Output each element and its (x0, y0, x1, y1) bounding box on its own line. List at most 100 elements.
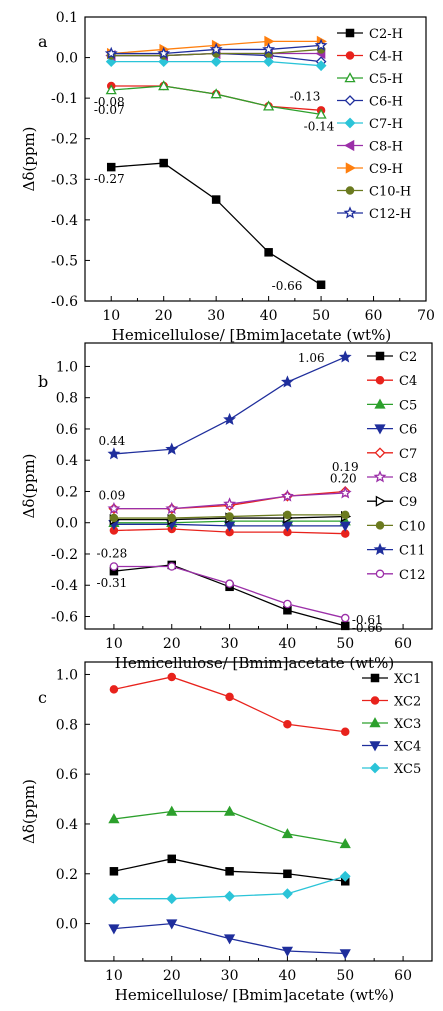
x-tick-label: 60 (365, 308, 383, 324)
legend-entry: XC5 (362, 762, 421, 777)
x-tick-label: 20 (163, 636, 181, 652)
legend-marker (345, 186, 355, 195)
legend-entry: C4 (367, 374, 417, 389)
data-point (281, 828, 294, 839)
x-axis-label: Hemicellulose/ [Bmim]acetate (wt%) (112, 326, 391, 344)
legend-label: C2 (399, 350, 417, 365)
data-point (210, 88, 222, 99)
legend-entry: C6-H (337, 95, 403, 110)
data-point (166, 805, 178, 816)
data-point (315, 60, 327, 72)
x-tick-label: 10 (105, 636, 123, 652)
data-point (264, 35, 275, 47)
y-tick-label: 0.2 (56, 484, 78, 500)
legend-entry: C11 (367, 542, 426, 559)
data-point (339, 870, 351, 882)
data-point (225, 692, 234, 702)
data-point (224, 890, 236, 902)
data-point (315, 108, 327, 119)
legend-label: C12-H (369, 207, 411, 222)
data-point (263, 100, 275, 111)
legend-label: C9 (399, 495, 417, 510)
data-label: 0.09 (99, 489, 126, 503)
data-point (263, 56, 275, 68)
data-point (157, 46, 171, 59)
y-tick-label: -0.4 (51, 213, 78, 229)
legend-marker (374, 398, 386, 409)
x-axis-label: Hemicellulose/ [Bmim]acetate (wt%) (115, 986, 394, 1004)
data-label: -0.28 (97, 546, 128, 560)
data-point (340, 621, 350, 631)
legend-label: XC3 (394, 717, 421, 732)
data-label: -0.31 (97, 576, 128, 590)
x-tick-label: 60 (394, 968, 412, 984)
data-point (339, 838, 351, 849)
data-point (109, 562, 119, 571)
y-tick-label: 0.2 (56, 867, 78, 883)
y-tick-label: -0.5 (51, 253, 78, 269)
panel-label: b (38, 372, 48, 391)
series-line (113, 356, 346, 455)
data-point (283, 599, 292, 609)
legend-entry: C6 (367, 423, 417, 438)
legend-label: C8 (399, 471, 417, 486)
x-tick-label: 40 (260, 308, 278, 324)
data-point (158, 80, 170, 91)
series-C8 (107, 486, 352, 515)
data-point (262, 42, 276, 55)
legend-marker (370, 696, 380, 705)
data-label: 1.06 (298, 351, 325, 365)
y-tick-label: 0.4 (56, 453, 78, 469)
x-tick-label: 50 (312, 308, 330, 324)
legend-label: C8-H (369, 140, 403, 155)
plot-frame (84, 16, 427, 302)
y-tick-label: 0.6 (56, 767, 78, 783)
y-tick-label: -0.6 (51, 294, 78, 310)
series-line (113, 564, 346, 627)
data-point (223, 412, 236, 426)
legend-entry: C10-H (337, 185, 411, 200)
y-tick-label: -0.2 (51, 132, 78, 148)
legend-marker (373, 470, 387, 483)
legend-marker (375, 569, 385, 579)
data-point (281, 375, 294, 388)
x-tick-label: 10 (105, 968, 123, 984)
x-tick-label: 50 (336, 968, 354, 984)
x-tick-label: 60 (394, 636, 412, 652)
series-XC3 (108, 805, 351, 849)
legend-marker (343, 206, 357, 219)
panel-label: a (38, 32, 48, 51)
legend-entry: XC3 (362, 717, 421, 732)
y-axis-label: Δδ(ppm) (20, 779, 38, 844)
legend-marker (370, 673, 380, 683)
x-tick-label: 70 (417, 308, 435, 324)
y-tick-label: 0.0 (56, 917, 78, 933)
series-XC4 (108, 919, 351, 960)
legend-entry: XC2 (362, 695, 421, 710)
series-XC2 (109, 672, 350, 737)
data-point (281, 888, 293, 900)
data-label: -0.14 (304, 119, 335, 133)
y-tick-label: -0.6 (51, 609, 78, 625)
data-point (264, 248, 273, 257)
y-tick-label: -0.1 (51, 91, 78, 107)
data-point (165, 501, 179, 515)
legend-entry: C8 (367, 470, 417, 486)
panel-a: 10 20 30 40 50 60 70 0.1 0.0 -0.1 -0.2 -0.3 -0.4 -0.5… (20, 10, 435, 344)
panel-label: c (38, 688, 47, 707)
legend-entry: C12-H (337, 206, 411, 222)
data-point (223, 497, 236, 510)
series-line (113, 676, 346, 733)
legend-marker (369, 741, 381, 752)
x-tick-label: 20 (155, 308, 173, 324)
series-C6 (108, 520, 351, 532)
data-point (109, 513, 119, 523)
data-point (109, 685, 119, 694)
data-label: -0.07 (94, 103, 125, 117)
series-C12-H (104, 38, 328, 59)
y-tick-label: 0.6 (56, 422, 78, 438)
x-tick-label: 30 (207, 308, 225, 324)
legend-marker (375, 351, 385, 361)
legend-entry: C12 (367, 568, 426, 583)
legend-label: XC5 (394, 762, 421, 777)
